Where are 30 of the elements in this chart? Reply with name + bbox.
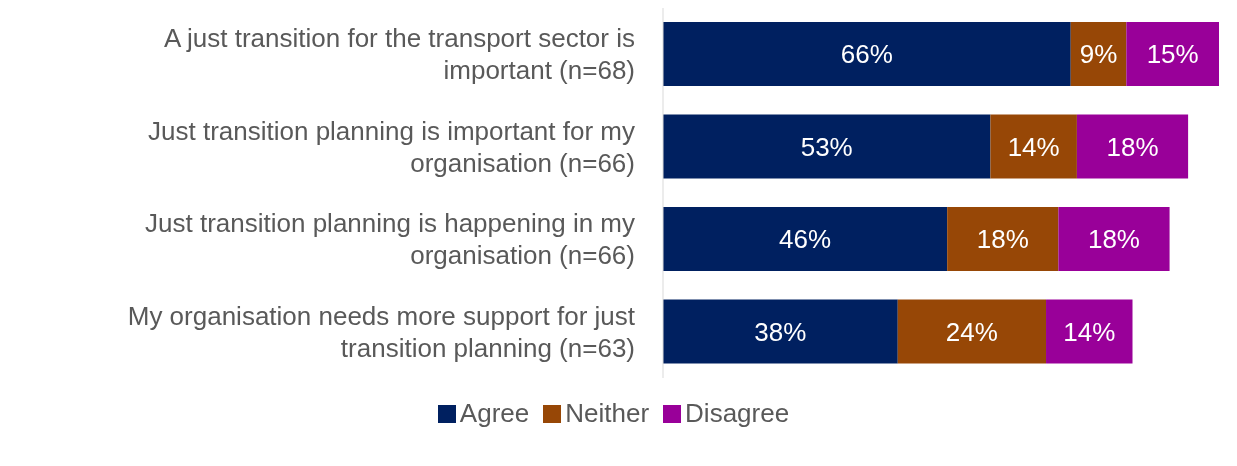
data-label: 18% xyxy=(1087,224,1140,254)
legend-label: Neither xyxy=(564,398,650,429)
y-tick-label: A just transition for the transport sector is important (n=68) xyxy=(163,23,635,86)
bar xyxy=(990,114,1077,179)
data-label: 66% xyxy=(840,39,893,69)
data-label: 18% xyxy=(976,224,1029,254)
bar xyxy=(897,299,1047,364)
bar xyxy=(1126,22,1219,86)
data-label: 24% xyxy=(945,316,998,347)
data-label: 14% xyxy=(1063,316,1116,347)
y-tick-label: Just transition planning is happening in my organisation (n=66) xyxy=(145,208,635,271)
bar xyxy=(663,299,898,364)
data-label: 38% xyxy=(754,316,807,347)
data-label: 14% xyxy=(1007,131,1060,162)
data-label: 46% xyxy=(779,224,832,254)
legend-label: Agree xyxy=(458,398,530,429)
bar xyxy=(1076,114,1189,179)
bar xyxy=(947,207,1059,271)
bar xyxy=(663,207,948,271)
bar xyxy=(663,22,1071,86)
data-label: 53% xyxy=(800,131,853,162)
bar xyxy=(1058,207,1170,271)
data-label: 18% xyxy=(1106,131,1159,162)
y-tick-label: Just transition planning is important for my organisation (n=66) xyxy=(148,115,635,178)
data-label: 9% xyxy=(1079,39,1118,69)
legend-label: Disagree xyxy=(684,398,790,429)
bar xyxy=(1046,299,1133,364)
data-label: 15% xyxy=(1146,39,1199,69)
bar xyxy=(663,114,991,179)
y-tick-label: My organisation needs more support for just transition planning (n=63) xyxy=(127,300,636,363)
